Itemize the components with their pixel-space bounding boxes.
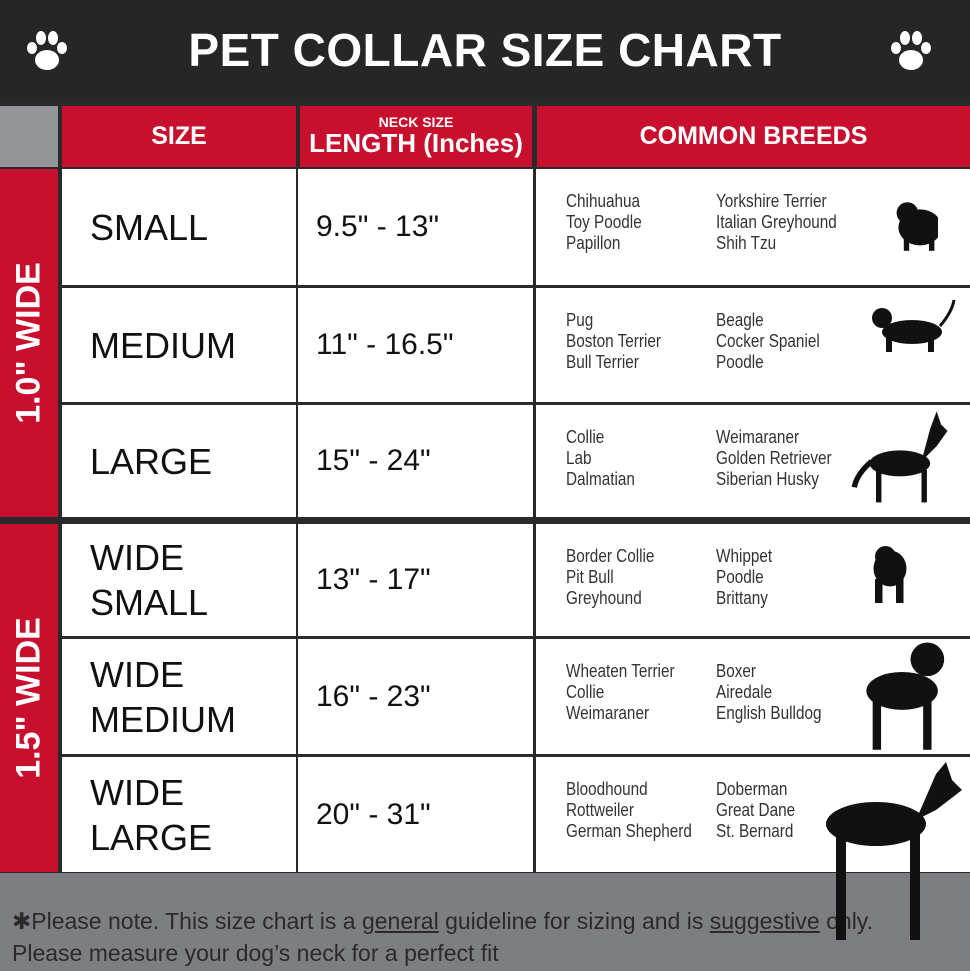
breed-name: Poodle [716, 567, 764, 587]
breed-name: Poodle [716, 352, 764, 372]
breed-name: Golden Retriever [716, 448, 832, 468]
dachshund-silhouette-icon [872, 299, 956, 352]
size-cell: MEDIUM [62, 288, 296, 402]
breed-name: Wheaten Terrier [566, 661, 675, 681]
length-cell: 15" - 24" [298, 405, 533, 517]
breed-name: German Shepherd [566, 821, 692, 841]
breed-list: Bloodhound Rottweiler German Shepherd [566, 779, 692, 842]
breed-name: St. Bernard [716, 821, 794, 841]
breed-name: Dalmatian [566, 469, 635, 489]
breed-name: Lab [566, 448, 592, 468]
breed-list: Wheaten Terrier Collie Weimaraner [566, 661, 675, 724]
breed-name: Shih Tzu [716, 233, 777, 253]
header-length-top: NECK SIZE [378, 114, 454, 130]
breed-name: Weimaraner [716, 427, 800, 447]
breed-list: Boxer Airedale English Bulldog [716, 661, 821, 724]
header-corner [0, 106, 58, 167]
breeds-cell: Chihuahua Toy Poodle Papillon Yorkshire Ter… [536, 169, 970, 285]
breed-list: Weimaraner Golden Retriever Siberian Husky [716, 427, 832, 490]
breed-name: Boston Terrier [566, 331, 661, 351]
breed-list: Whippet Poodle Brittany [716, 546, 772, 609]
breed-name: Collie [566, 427, 605, 447]
header-length: NECK SIZE LENGTH (Inches) [300, 106, 532, 167]
breed-list: Beagle Cocker Spaniel Poodle [716, 310, 820, 373]
breed-name: Chihuahua [566, 191, 641, 211]
page-title: PET COLLAR SIZE CHART [0, 0, 970, 100]
breed-name: Brittany [716, 588, 768, 608]
breed-name: Boxer [716, 661, 756, 681]
size-cell: SMALL [62, 169, 296, 285]
paw-icon [891, 31, 931, 70]
pitbull-silhouette-icon [866, 642, 945, 750]
header-length-label: LENGTH (Inches) [309, 128, 523, 158]
breed-name: Yorkshire Terrier [716, 191, 827, 211]
shepherd-silhouette-icon [851, 411, 948, 503]
breed-name: Pug [566, 310, 594, 330]
breed-name: English Bulldog [716, 703, 822, 723]
breed-name: Rottweiler [566, 800, 635, 820]
breed-list: Pug Boston Terrier Bull Terrier [566, 310, 661, 373]
size-cell: LARGE [62, 405, 296, 517]
breed-name: Beagle [716, 310, 764, 330]
size-cell: WIDE LARGE [62, 757, 296, 872]
length-cell: 13" - 17" [298, 524, 533, 636]
footer-note: ✱Please note. This size chart is a gener… [0, 873, 970, 971]
breed-list: Collie Lab Dalmatian [566, 427, 635, 490]
length-cell: 9.5" - 13" [298, 169, 533, 285]
breed-name: Papillon [566, 233, 621, 253]
breeds-cell: Pug Boston Terrier Bull Terrier Beagle Cocke… [536, 288, 970, 402]
breed-name: Great Dane [716, 800, 796, 820]
header-size: SIZE [62, 106, 296, 167]
breed-list: Yorkshire Terrier Italian Greyhound Shih T… [716, 191, 837, 254]
breeds-cell: Border Collie Pit Bull Greyhound Whippet Poo… [536, 524, 970, 636]
breed-name: Pit Bull [566, 567, 614, 587]
breed-name: Border Collie [566, 546, 655, 566]
breed-name: Greyhound [566, 588, 642, 608]
breed-name: Bloodhound [566, 779, 648, 799]
group-label-1-5in: 1.5" WIDE [0, 524, 58, 872]
breed-name: Cocker Spaniel [716, 331, 820, 351]
breed-name: Whippet [716, 546, 773, 566]
breed-list: Doberman Great Dane St. Bernard [716, 779, 795, 842]
breed-list: Border Collie Pit Bull Greyhound [566, 546, 654, 609]
header-breeds: COMMON BREEDS [537, 106, 970, 167]
size-cell: WIDE SMALL [62, 524, 296, 636]
breed-name: Bull Terrier [566, 352, 639, 372]
breed-name: Airedale [716, 682, 773, 702]
size-cell: WIDE MEDIUM [62, 639, 296, 754]
breed-name: Collie [566, 682, 605, 702]
breed-name: Italian Greyhound [716, 212, 837, 232]
breed-list: Chihuahua Toy Poodle Papillon [566, 191, 642, 254]
length-cell: 11" - 16.5" [298, 288, 533, 402]
breeds-cell: Bloodhound Rottweiler German Shepherd Dober… [536, 757, 970, 872]
pomeranian-silhouette-icon [896, 202, 938, 251]
breed-name: Siberian Husky [716, 469, 819, 489]
breed-name: Weimaraner [566, 703, 650, 723]
breed-name: Toy Poodle [566, 212, 642, 232]
paw-icon [27, 31, 67, 70]
length-cell: 20" - 31" [298, 757, 533, 872]
group-label-1in: 1.0" WIDE [0, 169, 58, 517]
breed-name: Doberman [716, 779, 788, 799]
length-cell: 16" - 23" [298, 639, 533, 754]
bulldog-silhouette-icon [873, 546, 907, 603]
doberman-silhouette-icon [826, 762, 962, 940]
